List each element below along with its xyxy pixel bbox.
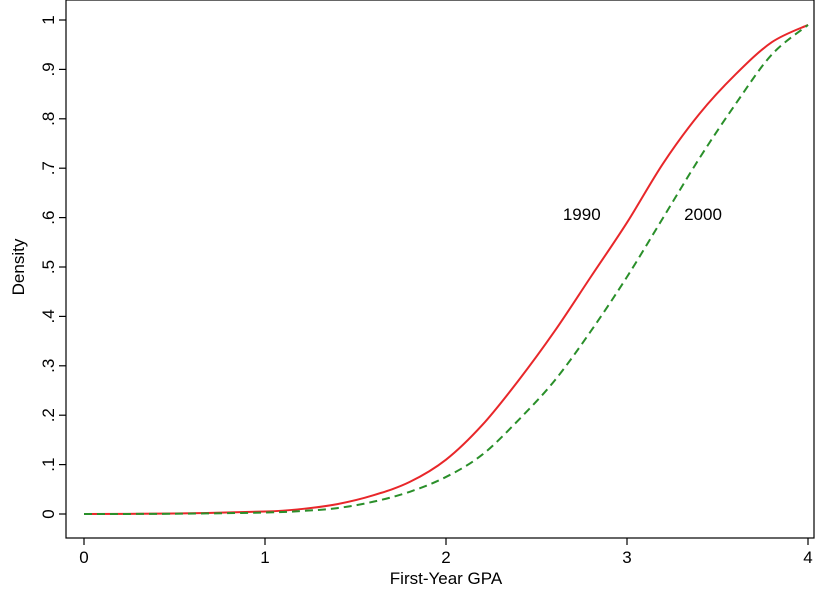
y-tick-label: 0 — [39, 509, 58, 518]
plot-frame — [65, 0, 815, 539]
y-tick-label: 1 — [39, 15, 58, 24]
x-tick-label: 3 — [622, 548, 631, 567]
y-axis: 0 .1 .2 .3 .4 .5 .6 .7 .8 .9 1 — [39, 15, 66, 519]
y-tick-label: .6 — [39, 211, 58, 225]
y-tick-label: .9 — [39, 62, 58, 76]
y-tick-label: .7 — [39, 161, 58, 175]
series-annotation: 2000 — [684, 205, 722, 224]
annotation-layer: 1990 2000 — [563, 205, 722, 224]
series-line-2000 — [83, 24, 809, 515]
x-axis-label: First-Year GPA — [390, 569, 503, 588]
y-tick-label: .3 — [39, 359, 58, 373]
y-tick-label: .4 — [39, 309, 58, 323]
series-line-1990 — [83, 24, 809, 515]
y-tick-label: .1 — [39, 458, 58, 472]
x-tick-label: 2 — [441, 548, 450, 567]
y-tick-label: .2 — [39, 408, 58, 422]
x-tick-label: 1 — [260, 548, 269, 567]
x-axis: 0 1 2 3 4 — [79, 538, 813, 567]
series-layer — [83, 24, 809, 515]
x-tick-label: 4 — [803, 548, 812, 567]
series-annotation: 1990 — [563, 205, 601, 224]
y-axis-label: Density — [9, 238, 28, 295]
y-tick-label: .5 — [39, 260, 58, 274]
x-tick-label: 0 — [79, 548, 88, 567]
y-tick-label: .8 — [39, 112, 58, 126]
